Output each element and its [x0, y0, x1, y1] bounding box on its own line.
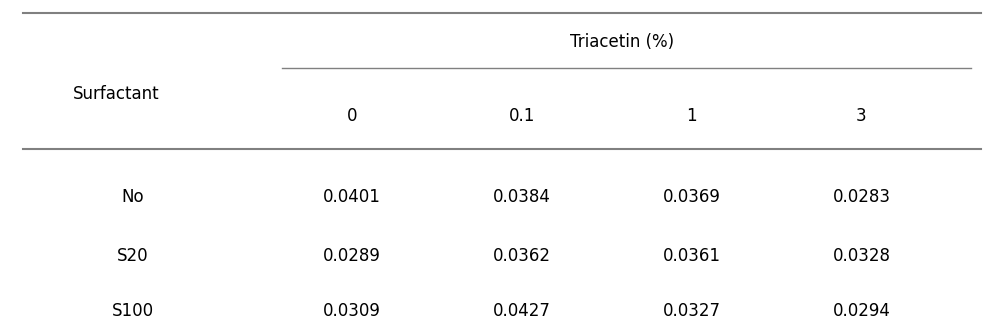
Text: Triacetin (%): Triacetin (%)	[569, 33, 673, 51]
Text: 0.0384: 0.0384	[492, 188, 551, 207]
Text: 0.0327: 0.0327	[662, 302, 720, 320]
Text: S20: S20	[116, 247, 148, 265]
Text: 0.0294: 0.0294	[831, 302, 890, 320]
Text: 0.0369: 0.0369	[662, 188, 720, 207]
Text: 0.0361: 0.0361	[662, 247, 720, 265]
Text: 0.0289: 0.0289	[323, 247, 381, 265]
Text: S100: S100	[111, 302, 153, 320]
Text: No: No	[121, 188, 143, 207]
Text: Surfactant: Surfactant	[72, 84, 159, 103]
Text: 0.0427: 0.0427	[492, 302, 551, 320]
Text: 3: 3	[856, 107, 866, 125]
Text: 0.0283: 0.0283	[831, 188, 890, 207]
Text: 0.1: 0.1	[509, 107, 535, 125]
Text: 0: 0	[347, 107, 357, 125]
Text: 0.0309: 0.0309	[323, 302, 381, 320]
Text: 0.0328: 0.0328	[831, 247, 890, 265]
Text: 0.0401: 0.0401	[323, 188, 381, 207]
Text: 0.0362: 0.0362	[492, 247, 551, 265]
Text: 1: 1	[686, 107, 696, 125]
